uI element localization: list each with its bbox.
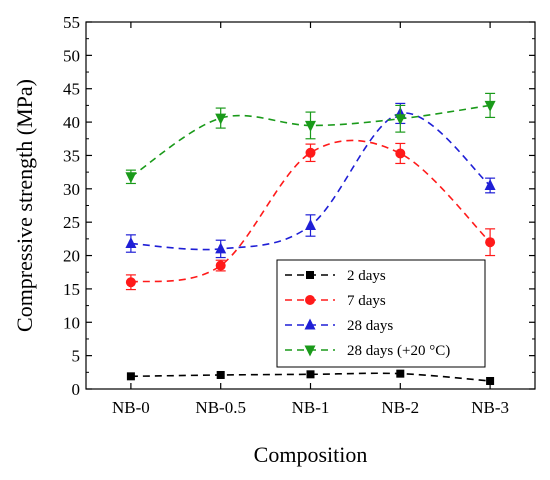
legend-marker <box>304 345 316 357</box>
series-line <box>130 139 491 284</box>
data-point <box>125 277 136 288</box>
y-tick-label: 0 <box>72 380 81 399</box>
data-point <box>484 178 496 190</box>
legend-label: 28 days (+20 °C) <box>347 343 450 359</box>
x-tick-label: NB-2 <box>381 398 419 417</box>
data-point <box>125 237 137 249</box>
legend-marker <box>305 295 315 305</box>
data-point <box>486 376 495 385</box>
data-point <box>396 369 405 378</box>
data-point <box>215 242 227 254</box>
x-tick-label: NB-0.5 <box>195 398 246 417</box>
y-tick-label: 40 <box>63 113 80 132</box>
legend-marker <box>306 271 314 279</box>
y-tick-label: 25 <box>63 213 80 232</box>
data-point <box>215 260 226 271</box>
data-point <box>306 370 315 379</box>
y-tick-label: 10 <box>63 313 80 332</box>
y-tick-label: 55 <box>63 13 80 32</box>
y-tick-label: 20 <box>63 247 80 266</box>
data-point <box>216 370 225 379</box>
series-3 <box>125 92 496 185</box>
data-point <box>305 147 316 158</box>
y-tick-label: 5 <box>72 347 81 366</box>
data-point <box>126 372 135 381</box>
x-tick-label: NB-0 <box>112 398 150 417</box>
y-tick-label: 50 <box>63 46 80 65</box>
x-tick-label: NB-1 <box>292 398 330 417</box>
series-0 <box>126 369 495 385</box>
data-point <box>395 148 406 159</box>
y-tick-label: 35 <box>63 146 80 165</box>
series-line <box>130 372 491 382</box>
data-point <box>484 100 496 112</box>
y-tick-label: 45 <box>63 80 80 99</box>
y-axis-title: Compressive strength (MPa) <box>12 79 37 332</box>
legend-label: 28 days <box>347 318 393 334</box>
series-1 <box>125 139 496 291</box>
legend-label: 7 days <box>347 293 386 309</box>
x-axis-title: Composition <box>254 442 368 467</box>
y-tick-label: 30 <box>63 180 80 199</box>
data-point <box>215 113 227 125</box>
data-point <box>394 114 406 126</box>
y-tick-label: 15 <box>63 280 80 299</box>
legend-marker <box>304 318 316 330</box>
legend-label: 2 days <box>347 268 386 284</box>
legend: 2 days 7 days 28 days 28 days (+20 °C) <box>276 259 486 368</box>
data-point <box>485 237 496 248</box>
plot-area: 0 5 10 15 20 25 30 35 40 45 50 55 NB-0 NB-0.5 NB-1 NB-2… <box>63 13 536 417</box>
x-tick-label: NB-3 <box>471 398 509 417</box>
data-point <box>305 219 316 231</box>
data-point <box>125 172 137 184</box>
data-point <box>305 120 316 132</box>
